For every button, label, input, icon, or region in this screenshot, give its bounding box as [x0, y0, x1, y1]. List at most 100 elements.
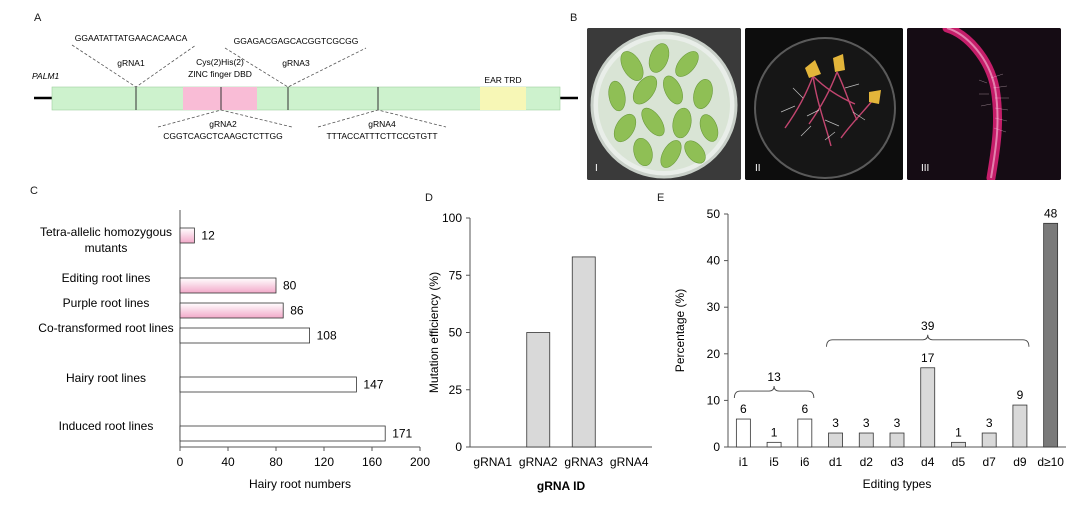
chart-e-y-tick-label: 30 — [707, 300, 721, 314]
grna2-sequence: CGGTCAGCTCAAGCTCTTGG — [163, 131, 282, 141]
chart-e-bar — [981, 432, 997, 448]
chart-e-value-label: 3 — [832, 416, 839, 430]
chart-e-group-total-label: 39 — [921, 319, 935, 333]
grna4-callout — [317, 109, 447, 128]
chart-c-x-tick-label: 80 — [269, 455, 283, 469]
grna1-callout — [71, 44, 197, 88]
chart-c-x-tick-label: 160 — [362, 455, 382, 469]
chart-d-x-axis-title: gRNA ID — [537, 479, 586, 493]
chart-e-value-label: 48 — [1044, 206, 1058, 220]
chart-d-y-tick-label: 25 — [449, 383, 463, 397]
chart-c-value-label: 80 — [283, 279, 297, 293]
chart-c-x-tick-label: 120 — [314, 455, 334, 469]
chart-e-bar — [797, 418, 813, 448]
chart-d-mutation-efficiency: 0 25 50 75 100 gRNA1 gRNA2 gRNA3 gRNA4 gRNA ID Mut… — [427, 211, 652, 493]
chart-c-value-label: 147 — [363, 378, 383, 392]
chart-e-bar — [1012, 404, 1028, 448]
photo-label-ii: II — [755, 163, 761, 174]
panel-e-letter: E — [657, 192, 665, 204]
chart-c-category-label: Induced root lines — [59, 419, 154, 433]
chart-c-bar — [179, 277, 277, 294]
chart-e-x-tick-label: d7 — [983, 455, 997, 469]
chart-c-value-label: 12 — [201, 229, 215, 243]
chart-d-y-axis-title: Mutation efficiency (%) — [427, 272, 441, 393]
chart-e-x-tick-label: d5 — [952, 455, 966, 469]
ear-domain-label: EAR TRD — [484, 75, 521, 85]
chart-e-group-bracket — [826, 334, 1030, 347]
chart-e-x-tick-label: i6 — [800, 455, 810, 469]
chart-e-value-label: 1 — [955, 425, 962, 439]
chart-c-category-label: Tetra-allelic homozygous — [40, 225, 172, 239]
chart-e-bar — [858, 432, 874, 448]
panel-b-letter: B — [570, 12, 578, 24]
chart-e-x-tick-label: i1 — [739, 455, 749, 469]
chart-d-bar — [526, 332, 551, 448]
chart-e-bar — [766, 441, 782, 448]
chart-e-x-tick-label: d3 — [890, 455, 904, 469]
chart-d-x-tick-label: gRNA2 — [519, 455, 558, 469]
chart-c-value-label: 86 — [290, 304, 304, 318]
chart-e-value-label: 3 — [863, 416, 870, 430]
chart-c-category-label: Purple root lines — [63, 296, 150, 310]
zinc-finger-domain — [183, 87, 257, 110]
zinc-finger-label-1: Cys(2)His(2) — [196, 57, 244, 67]
chart-d-y-tick-label: 0 — [455, 440, 462, 454]
chart-c-bar — [179, 227, 195, 244]
chart-c-category-label: mutants — [85, 241, 128, 255]
chart-e-bar — [1043, 222, 1059, 448]
chart-d-y-tick-label: 50 — [449, 326, 463, 340]
chart-e-bar — [951, 441, 966, 448]
grna1-sequence: GGAATATTATGAACACAACA — [75, 33, 188, 43]
chart-e-y-tick-label: 20 — [707, 347, 721, 361]
chart-e-x-tick-label: d≥10 — [1037, 455, 1064, 469]
chart-e-value-label: 6 — [801, 402, 808, 416]
chart-e-editing-types: 0 10 20 30 40 50 6 i1 1 i5 6 i6 3 d1 3 d2 3 d3 17 d4 1 d5 3 d7 9… — [673, 206, 1066, 491]
petri-dish-leaves-illustration — [587, 28, 741, 180]
chart-c-category-label: Editing root lines — [62, 271, 151, 285]
chart-c-x-tick-label: 200 — [410, 455, 430, 469]
chart-c-x-tick-label: 40 — [221, 455, 235, 469]
chart-e-bar — [828, 432, 843, 448]
gene-label: PALM1 — [32, 71, 60, 81]
photo-label-iii: III — [921, 163, 930, 174]
grna2-callout — [157, 109, 293, 128]
chart-e-x-tick-label: d2 — [860, 455, 874, 469]
photo-purple-roots-dish: II — [745, 28, 903, 180]
panel-d-letter: D — [425, 192, 433, 204]
chart-e-x-tick-label: d4 — [921, 455, 935, 469]
chart-e-value-label: 3 — [986, 416, 993, 430]
grna2-name: gRNA2 — [209, 119, 237, 129]
chart-e-y-axis-title: Percentage (%) — [673, 289, 687, 372]
chart-e-y-tick-label: 50 — [707, 207, 721, 221]
root-closeup-illustration — [907, 28, 1061, 180]
chart-e-bar — [920, 367, 936, 448]
chart-e-y-tick-label: 10 — [707, 393, 721, 407]
gene-exon-bar — [51, 86, 561, 111]
chart-e-value-label: 9 — [1017, 388, 1024, 402]
chart-e-group-total-label: 13 — [767, 370, 781, 384]
chart-d-bar — [571, 256, 596, 448]
grna4-sequence: TTTACCATTTCTTCCGTGTT — [326, 131, 437, 141]
grna3-name: gRNA3 — [282, 58, 310, 68]
chart-c-bar — [179, 376, 357, 393]
chart-e-x-tick-label: d9 — [1013, 455, 1027, 469]
chart-e-x-tick-label: i5 — [769, 455, 779, 469]
chart-e-bar — [735, 418, 751, 448]
grna1-name: gRNA1 — [117, 58, 145, 68]
chart-d-x-tick-label: gRNA1 — [473, 455, 512, 469]
grna4-name: gRNA4 — [368, 119, 396, 129]
chart-d-y-tick-label: 100 — [442, 211, 462, 225]
chart-c-category-label: Co-transformed root lines — [38, 321, 173, 335]
chart-c-bar — [179, 327, 311, 344]
chart-c-x-tick-label: 0 — [177, 455, 184, 469]
chart-d-y-tick-label: 75 — [449, 268, 463, 282]
grna3-callout — [224, 47, 367, 88]
chart-c-value-label: 108 — [317, 329, 337, 343]
ear-domain — [480, 87, 526, 110]
chart-e-group-bracket — [733, 386, 815, 399]
chart-e-x-axis-title: Editing types — [863, 477, 932, 491]
chart-c-bar — [179, 302, 284, 319]
chart-d-x-tick-label: gRNA4 — [610, 455, 649, 469]
chart-e-value-label: 1 — [771, 425, 778, 439]
chart-e-x-tick-label: d1 — [829, 455, 843, 469]
